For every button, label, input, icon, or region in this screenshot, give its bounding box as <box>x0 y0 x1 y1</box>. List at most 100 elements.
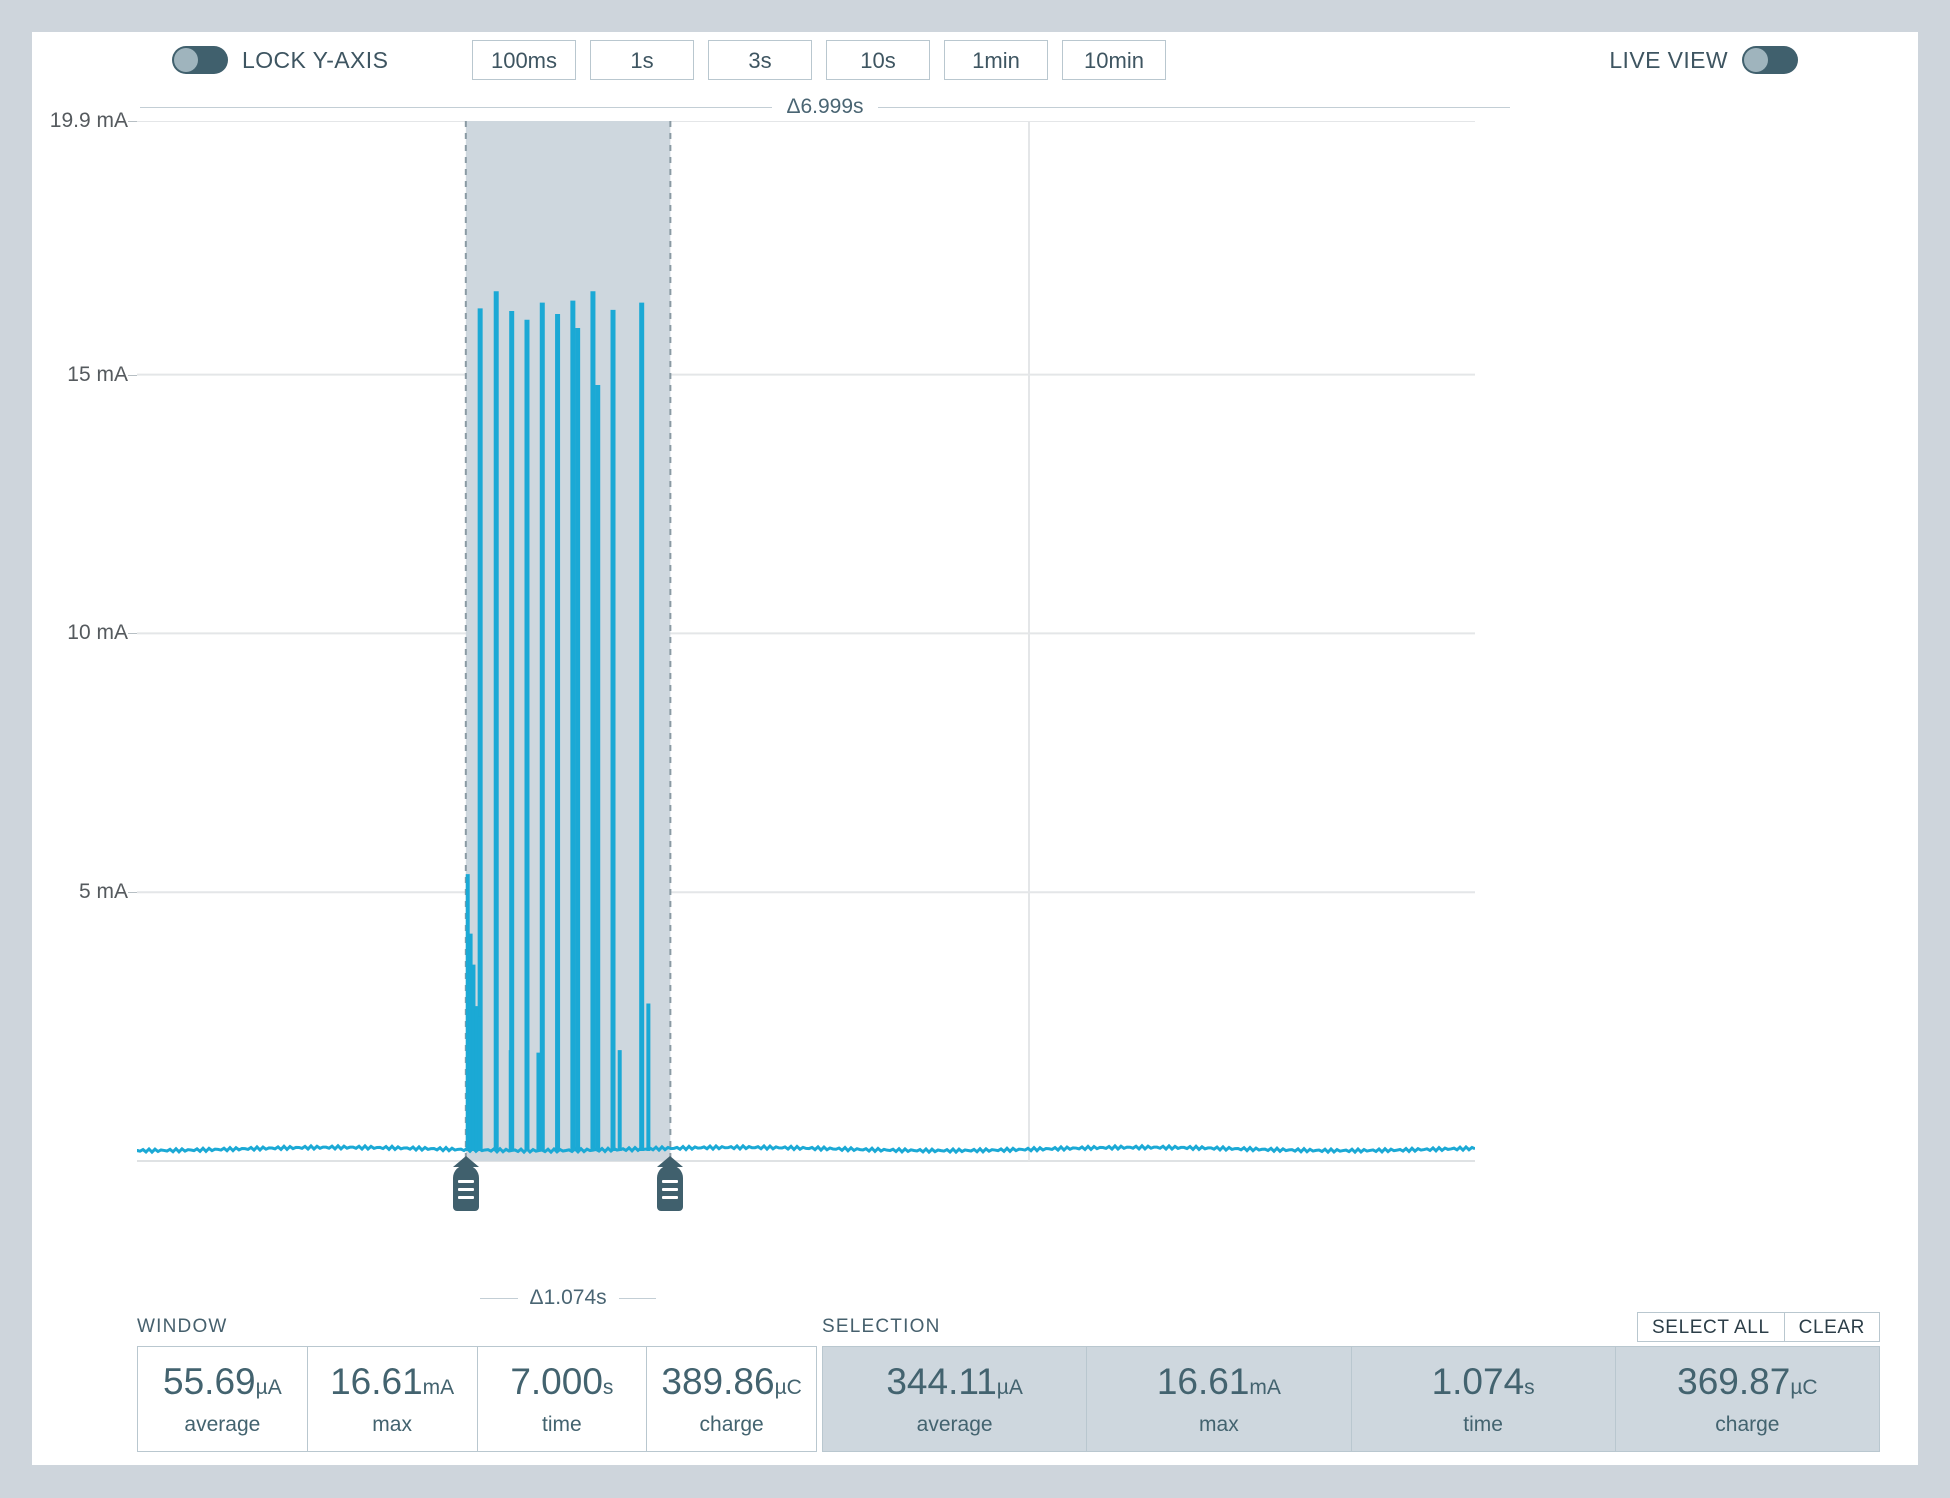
window-delta-label: Δ6.999s <box>786 95 864 118</box>
selection-actions: SELECT ALL CLEAR <box>1637 1312 1880 1342</box>
window-stats-row: 55.69µA average 16.61mA max 7.000s time 389.86… <box>137 1346 817 1452</box>
selection-handle-right[interactable] <box>657 1165 684 1211</box>
stat-number: 1.074 <box>1431 1361 1525 1402</box>
window-stats-header: WINDOW <box>137 1316 817 1346</box>
stat-unit: mA <box>1249 1376 1281 1399</box>
selection-stats-header: SELECTION SELECT ALL CLEAR <box>822 1312 1880 1346</box>
baseline-path <box>137 1143 1475 1155</box>
window-stats-title: WINDOW <box>137 1316 228 1337</box>
selection-delta-bar: Δ1.074s <box>479 1284 657 1312</box>
range-button-3s[interactable]: 3s <box>708 40 812 80</box>
stat-number: 344.11 <box>886 1361 997 1402</box>
stat-number: 16.61 <box>1156 1361 1250 1402</box>
y-axis-tick-label: 19.9 mA <box>49 109 128 132</box>
toggle-knob-icon <box>1744 48 1768 72</box>
stat-unit: µA <box>996 1376 1023 1399</box>
range-button-1min[interactable]: 1min <box>944 40 1048 80</box>
toggle-knob-icon <box>174 48 198 72</box>
selection-stats-title: SELECTION <box>822 1316 941 1337</box>
y-axis-labels: 19.9 mA 15 mA 10 mA 5 mA <box>32 109 142 1224</box>
y-axis-tick-label: 5 mA <box>78 880 128 904</box>
clear-button[interactable]: CLEAR <box>1784 1312 1880 1342</box>
window-stats-panel: WINDOW 55.69µA average 16.61mA max 7.000s tim… <box>137 1316 817 1452</box>
stat-cell-charge: 369.87µC charge <box>1616 1347 1879 1451</box>
stat-unit: µC <box>1790 1376 1818 1399</box>
stat-value: 16.61mA <box>330 1361 454 1403</box>
stat-number: 16.61 <box>330 1361 423 1402</box>
selection-band[interactable] <box>465 121 671 1161</box>
time-range-button-group: 100ms 1s 3s 10s 1min 10min <box>472 40 1166 80</box>
stat-cell-time: 1.074s time <box>1352 1347 1616 1451</box>
stat-label: average <box>184 1413 261 1436</box>
live-view-label: LIVE VIEW <box>1609 46 1728 73</box>
grip-line-icon <box>662 1196 679 1199</box>
stat-label: charge <box>1715 1413 1780 1436</box>
stat-number: 55.69 <box>163 1361 256 1402</box>
range-button-1s[interactable]: 1s <box>590 40 694 80</box>
stat-number: 389.86 <box>661 1361 775 1402</box>
sel-delta-rule-right <box>618 1297 657 1299</box>
stat-label: max <box>372 1413 412 1436</box>
y-axis-tick-mark <box>128 892 142 894</box>
toolbar: LOCK Y-AXIS 100ms 1s 3s 10s 1min 10min LIVE V… <box>32 32 1918 88</box>
delta-rule-left <box>140 106 773 108</box>
y-axis-tick-mark <box>128 121 142 122</box>
stat-unit: µC <box>774 1376 802 1399</box>
stat-number: 369.87 <box>1677 1361 1791 1402</box>
grip-line-icon <box>457 1188 474 1191</box>
live-view-toggle[interactable] <box>1742 46 1798 74</box>
stat-unit: s <box>602 1376 614 1399</box>
stat-value: 55.69µA <box>163 1361 282 1403</box>
stat-unit: µA <box>255 1376 282 1399</box>
chart-plot-area[interactable] <box>137 121 1475 1224</box>
range-button-10min[interactable]: 10min <box>1062 40 1166 80</box>
stat-cell-max: 16.61mA max <box>308 1347 478 1451</box>
current-spikes <box>465 291 651 1151</box>
grip-line-icon <box>457 1180 474 1183</box>
sel-delta-rule-left <box>479 1297 518 1299</box>
main-panel: LOCK Y-AXIS 100ms 1s 3s 10s 1min 10min LIVE V… <box>32 32 1918 1465</box>
stat-unit: mA <box>422 1376 455 1399</box>
selection-delta-label: Δ1.074s <box>529 1286 607 1309</box>
stat-cell-max: 16.61mA max <box>1087 1347 1352 1451</box>
window-delta-bar: Δ6.999s <box>140 90 1510 124</box>
stat-value: 1.074s <box>1432 1361 1535 1403</box>
stat-value: 16.61mA <box>1157 1361 1281 1403</box>
grip-line-icon <box>457 1196 474 1199</box>
stat-value: 7.000s <box>510 1361 613 1403</box>
selection-stats-row: 344.11µA average 16.61mA max 1.074s time 369.8… <box>822 1346 1880 1452</box>
stat-label: max <box>1199 1413 1239 1436</box>
y-axis-tick-mark <box>128 374 142 376</box>
grip-line-icon <box>662 1188 679 1191</box>
lock-y-axis-toggle[interactable] <box>172 46 228 74</box>
stat-cell-charge: 389.86µC charge <box>647 1347 816 1451</box>
stat-label: average <box>916 1413 993 1436</box>
live-view-control[interactable]: LIVE VIEW <box>1609 46 1798 74</box>
stat-value: 389.86µC <box>661 1361 801 1403</box>
lock-y-axis-label: LOCK Y-AXIS <box>242 46 389 73</box>
plot-background <box>137 121 1475 1224</box>
y-axis-tick-mark <box>128 633 142 635</box>
stat-value: 369.87µC <box>1677 1361 1817 1403</box>
lock-y-axis-control[interactable]: LOCK Y-AXIS <box>172 46 388 74</box>
grip-line-icon <box>662 1180 679 1183</box>
current-trace-chart[interactable] <box>137 121 1475 1224</box>
selection-handle-left[interactable] <box>452 1165 479 1211</box>
stat-cell-average: 344.11µA average <box>823 1347 1088 1451</box>
stat-label: time <box>542 1413 582 1436</box>
stat-number: 7.000 <box>510 1361 603 1402</box>
select-all-button[interactable]: SELECT ALL <box>1637 1312 1785 1342</box>
stat-unit: s <box>1524 1376 1535 1399</box>
stat-label: time <box>1463 1413 1503 1436</box>
stat-label: charge <box>699 1413 764 1436</box>
range-button-100ms[interactable]: 100ms <box>472 40 576 80</box>
selection-stats-panel: SELECTION SELECT ALL CLEAR 344.11µA avera… <box>822 1312 1880 1452</box>
baseline-trace <box>137 1143 1475 1155</box>
range-button-10s[interactable]: 10s <box>826 40 930 80</box>
y-axis-tick-label: 15 mA <box>67 362 128 386</box>
stat-value: 344.11µA <box>886 1361 1023 1403</box>
stat-cell-time: 7.000s time <box>478 1347 648 1451</box>
y-axis-tick-label: 10 mA <box>67 621 128 645</box>
delta-rule-right <box>877 106 1510 108</box>
